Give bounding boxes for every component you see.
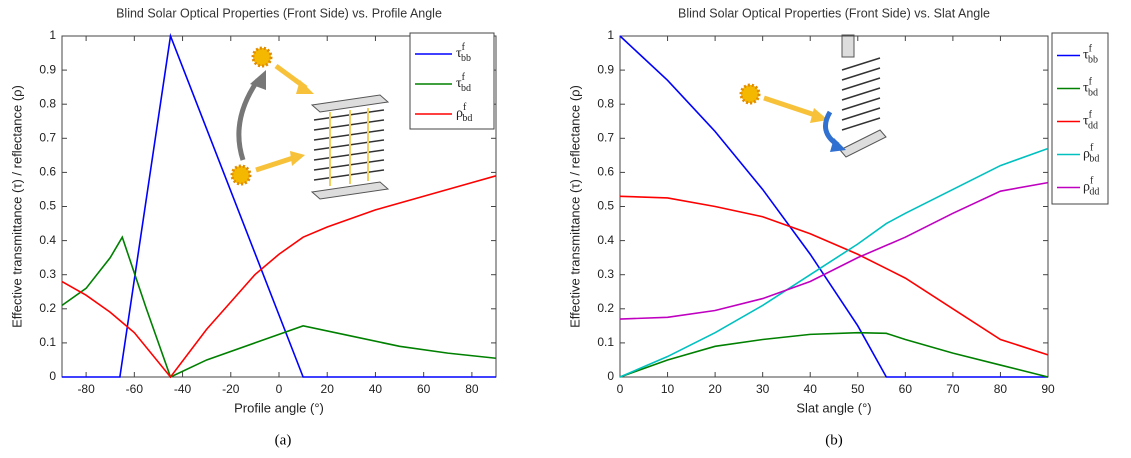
series-line: [619, 181, 1049, 320]
y-tick-label: 0.5: [597, 199, 614, 213]
legend-sup: f: [462, 72, 466, 83]
series-line: [619, 331, 1049, 378]
x-axis-label: Profile angle (°): [234, 400, 324, 415]
legend-symbol: τ: [456, 46, 462, 61]
legend-symbol: τ: [1083, 114, 1089, 129]
y-tick-label: 0.7: [39, 130, 56, 144]
legend-label: τf bb: [1083, 44, 1098, 66]
legend-label: τf bd: [456, 72, 471, 94]
plot-frame: [619, 35, 1049, 378]
y-tick-label: 1: [49, 28, 56, 42]
legend-sub: bb: [1088, 55, 1098, 66]
y-tick-label: 0: [607, 369, 614, 383]
legend-label: τf bb: [456, 42, 471, 64]
y-tick-label: 0.9: [39, 62, 56, 76]
legend-label: τf bd: [1083, 77, 1098, 99]
y-tick-label: 0.8: [39, 96, 56, 110]
legend-box: [409, 32, 495, 130]
caption: (b): [825, 432, 843, 448]
chart-title: Blind Solar Optical Properties (Front Si…: [116, 6, 442, 20]
legend-symbol: ρ: [456, 106, 463, 121]
x-tick-label: 60: [899, 382, 913, 396]
x-tick-label: 40: [369, 382, 383, 396]
y-tick-label: 0: [49, 369, 56, 383]
x-tick-label: -20: [222, 382, 240, 396]
legend-label: ρf bd: [1083, 143, 1099, 165]
legend-label: τf dd: [1083, 110, 1098, 132]
y-axis-label: Effective transmittance (τ) / reflectanc…: [9, 85, 24, 328]
y-tick-label: 0.1: [597, 335, 614, 349]
y-tick-label: 0.6: [597, 165, 614, 179]
x-tick-label: -60: [126, 382, 144, 396]
y-tick-label: 1: [607, 28, 614, 42]
legend-sub: bd: [461, 83, 471, 94]
series-line: [61, 175, 497, 379]
legend-sup: f: [1089, 110, 1093, 121]
series-line: [62, 32, 496, 378]
legend-sup: f: [1089, 44, 1093, 55]
legend-sup: f: [1090, 143, 1094, 154]
y-tick-label: 0.2: [597, 301, 614, 315]
legend-sub: bb: [461, 53, 471, 64]
x-tick-label: 10: [661, 382, 675, 396]
x-tick-label: -80: [77, 382, 95, 396]
x-tick-label: 50: [851, 382, 865, 396]
legend-sup: f: [1089, 77, 1093, 88]
y-axis-label: Effective transmittance (τ) / reflectanc…: [567, 85, 582, 328]
x-tick-label: 60: [417, 382, 431, 396]
illustration-b: [739, 34, 887, 158]
legend-symbol: τ: [1083, 81, 1089, 96]
legend-sup: f: [462, 42, 466, 53]
y-tick-label: 0.6: [39, 165, 56, 179]
x-tick-label: 0: [617, 382, 624, 396]
y-tick-label: 0.2: [39, 301, 56, 315]
chart-title: Blind Solar Optical Properties (Front Si…: [678, 6, 990, 20]
x-tick-label: 0: [276, 382, 283, 396]
y-tick-label: 0.5: [39, 199, 56, 213]
illustration-a: [230, 46, 390, 200]
x-tick-label: 20: [708, 382, 722, 396]
x-tick-label: 70: [946, 382, 960, 396]
y-tick-label: 0.4: [597, 233, 614, 247]
caption: (a): [275, 432, 292, 448]
legend-label: ρf dd: [1083, 176, 1099, 198]
y-tick-label: 0.1: [39, 335, 56, 349]
x-tick-label: 80: [994, 382, 1008, 396]
x-tick-label: 40: [804, 382, 818, 396]
legend-sup: f: [463, 102, 467, 113]
legend-sup: f: [1090, 176, 1094, 187]
x-tick-label: -40: [174, 382, 192, 396]
legend-sub: bd: [1089, 154, 1099, 165]
y-tick-label: 0.8: [597, 96, 614, 110]
x-tick-label: 30: [756, 382, 770, 396]
legend-sub: bd: [1088, 88, 1098, 99]
y-tick-label: 0.3: [597, 267, 614, 281]
legend-symbol: ρ: [1083, 180, 1090, 195]
series-line: [619, 35, 1048, 378]
legend-sub: dd: [1088, 121, 1098, 132]
series-line: [619, 147, 1049, 378]
y-tick-label: 0.3: [39, 267, 56, 281]
legend-sub: bd: [462, 113, 472, 124]
legend-box: [1051, 32, 1109, 205]
legend-sub: dd: [1089, 187, 1099, 198]
x-tick-label: 80: [465, 382, 479, 396]
legend-symbol: ρ: [1083, 147, 1090, 162]
legend-label: ρf bd: [456, 102, 472, 124]
x-tick-label: 20: [321, 382, 335, 396]
series-line: [61, 235, 497, 379]
legend-symbol: τ: [1083, 48, 1089, 63]
series-line: [619, 195, 1049, 356]
legend-symbol: τ: [456, 76, 462, 91]
y-tick-label: 0.4: [39, 233, 56, 247]
x-axis-label: Slat angle (°): [796, 400, 871, 415]
y-tick-label: 0.7: [597, 130, 614, 144]
y-tick-label: 0.9: [597, 62, 614, 76]
x-tick-label: 90: [1041, 382, 1055, 396]
